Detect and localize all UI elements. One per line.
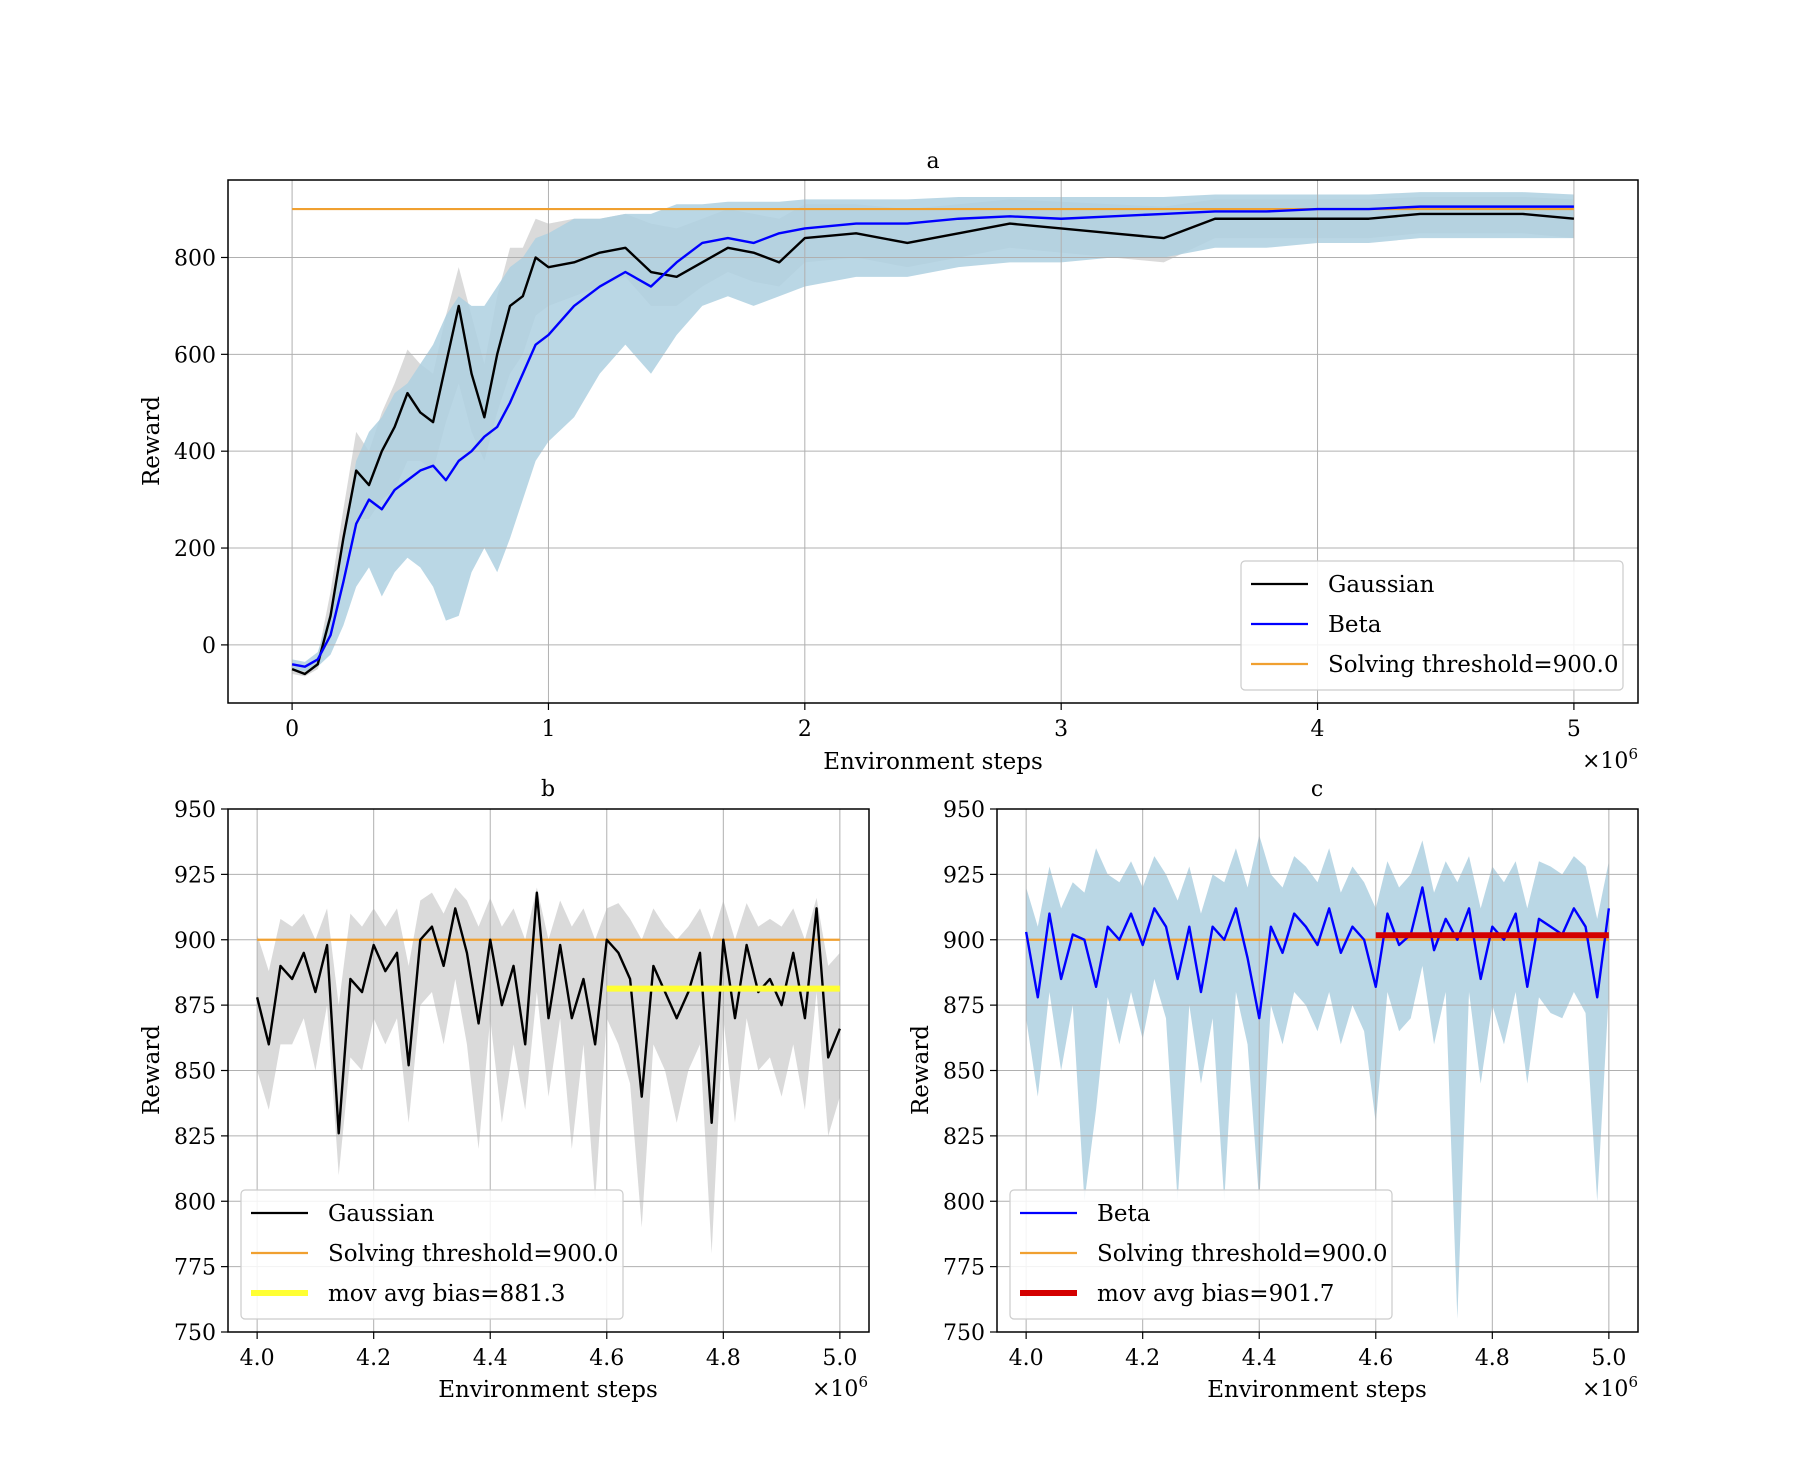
panel-c-ylabel: Reward	[908, 1025, 934, 1115]
panel-a-xlabel: Environment steps	[823, 749, 1043, 775]
panel-c-ytick-label: 750	[943, 1321, 985, 1346]
panel-c-x-scale: ×106	[1582, 1373, 1638, 1402]
panel-c-xtick-label: 4.6	[1358, 1346, 1393, 1371]
panel-c-lines	[1024, 886, 1611, 1020]
panel-b-ytick-label: 750	[174, 1321, 216, 1346]
panel-c-xtick-label: 4.2	[1125, 1346, 1160, 1371]
panel-b-ytick-label: 850	[174, 1060, 216, 1085]
panel-c-ytick-label: 825	[943, 1125, 985, 1150]
panel-a-ytick-label: 0	[202, 634, 216, 659]
panel-b-x-scale-exp: 6	[858, 1373, 868, 1391]
panel-a-x-scale: ×106	[1582, 745, 1638, 774]
panel-c-x-scale-label: ×10	[1582, 1377, 1628, 1402]
panel-a-xtick-label: 0	[285, 717, 299, 742]
panel-b-legend: Gaussian Solving threshold=900.0 mov avg…	[240, 1189, 624, 1320]
panel-a-title: a	[926, 149, 939, 174]
panel-b-ytick-label: 775	[174, 1256, 216, 1281]
panel-a-ytick-label: 800	[174, 246, 216, 271]
panel-c-ticks: 4.0 4.2 4.4 4.6 4.8 5.0 750 775 800 825 850 875 900 9…	[943, 798, 1626, 1371]
panel-a-bands	[292, 192, 1574, 677]
panel-a-ticks: 0 1 2 3 4 5 0 200 400 600 800	[174, 246, 1581, 742]
panel-a-ytick-label: 600	[174, 343, 216, 368]
panel-c-x-scale-exp: 6	[1628, 1373, 1638, 1391]
panel-c-ytick-label: 850	[943, 1060, 985, 1085]
panel-a-legend-threshold-label: Solving threshold=900.0	[1328, 652, 1618, 678]
panel-b-xtick-label: 5.0	[822, 1346, 857, 1371]
panel-a-xtick-label: 3	[1054, 717, 1068, 742]
panel-a-beta-band	[292, 192, 1574, 672]
panel-b-ytick-label: 900	[174, 929, 216, 954]
panel-c-beta-line	[1024, 886, 1611, 1020]
panel-a-legend-beta-label: Beta	[1328, 612, 1382, 638]
panel-c-ytick-label: 800	[943, 1190, 985, 1215]
panel-c-xtick-label: 4.4	[1242, 1346, 1277, 1371]
panel-c-xtick-label: 4.8	[1475, 1346, 1510, 1371]
panel-a-lines	[291, 205, 1575, 676]
panel-c-xtick-label: 4.0	[1009, 1346, 1044, 1371]
panel-b-ytick-label: 950	[174, 798, 216, 823]
panel-b-ylabel: Reward	[139, 1025, 165, 1115]
panel-b-legend-gaussian-label: Gaussian	[328, 1201, 435, 1227]
panel-b-xtick-label: 4.0	[240, 1346, 275, 1371]
panel-a-x-scale-exp: 6	[1628, 745, 1638, 763]
panel-a-beta-line	[291, 205, 1574, 668]
panel-b-legend-threshold-label: Solving threshold=900.0	[328, 1241, 618, 1267]
panel-c-title: c	[1311, 777, 1323, 802]
panel-c-legend-beta-label: Beta	[1097, 1201, 1151, 1227]
panel-b: b 4.0 4.2 4.4 4.6 4.8 5.0 750 775 800 825 850 875 90…	[139, 777, 870, 1403]
panel-a-xtick-label: 4	[1311, 717, 1325, 742]
panel-c-legend-movavg-label: mov avg bias=901.7	[1097, 1281, 1334, 1307]
panel-b-legend-movavg-label: mov avg bias=881.3	[328, 1281, 565, 1307]
panel-a-frame	[227, 179, 1639, 704]
panel-b-x-scale: ×106	[812, 1373, 868, 1402]
panel-a-ytick-label: 200	[174, 537, 216, 562]
panel-b-ytick-label: 875	[174, 994, 216, 1019]
panel-c-legend-box	[1009, 1189, 1393, 1320]
panel-b-ticks: 4.0 4.2 4.4 4.6 4.8 5.0 750 775 800 825 850 875 900 9…	[174, 798, 857, 1371]
panel-a-ylabel: Reward	[139, 396, 165, 486]
panel-b-gaussian-line	[255, 891, 841, 1135]
panel-c-xtick-label: 5.0	[1591, 1346, 1626, 1371]
panel-b-x-scale-label: ×10	[812, 1377, 858, 1402]
panel-b-xtick-label: 4.4	[473, 1346, 508, 1371]
panel-b-ytick-label: 925	[174, 863, 216, 888]
panel-c-legend-threshold-label: Solving threshold=900.0	[1097, 1241, 1387, 1267]
panel-c-ytick-label: 925	[943, 863, 985, 888]
panel-c-ytick-label: 875	[943, 994, 985, 1019]
panel-c-ytick-label: 950	[943, 798, 985, 823]
panel-a-grid	[228, 180, 1638, 703]
panel-a-xtick-label: 2	[798, 717, 812, 742]
panel-b-xtick-label: 4.8	[706, 1346, 741, 1371]
panel-b-xtick-label: 4.2	[356, 1346, 391, 1371]
panel-a-legend-box	[1240, 560, 1624, 691]
panel-a-xtick-label: 5	[1567, 717, 1581, 742]
panel-a-legend: Gaussian Beta Solving threshold=900.0	[1240, 560, 1624, 691]
panel-c-xlabel: Environment steps	[1207, 1377, 1427, 1403]
panel-b-xtick-label: 4.6	[589, 1346, 624, 1371]
panel-b-legend-box	[240, 1189, 624, 1320]
panel-c-ytick-label: 775	[943, 1256, 985, 1281]
panel-b-ytick-label: 825	[174, 1125, 216, 1150]
panel-c-legend: Beta Solving threshold=900.0 mov avg bia…	[1009, 1189, 1393, 1320]
panel-a-xtick-label: 1	[541, 717, 555, 742]
panel-a-gaussian-line	[291, 212, 1575, 676]
panel-b-ytick-label: 800	[174, 1190, 216, 1215]
panel-c: c 4.0 4.2 4.4 4.6 4.8 5.0 750 775 800 825 850 875 90…	[908, 777, 1639, 1403]
panel-c-ytick-label: 900	[943, 929, 985, 954]
panel-a-legend-gaussian-label: Gaussian	[1328, 572, 1435, 598]
panel-a-ytick-label: 400	[174, 440, 216, 465]
panel-a-x-scale-label: ×10	[1582, 749, 1628, 774]
panel-b-title: b	[541, 777, 555, 802]
panel-b-lines	[255, 891, 841, 1135]
panel-b-xlabel: Environment steps	[438, 1377, 658, 1403]
